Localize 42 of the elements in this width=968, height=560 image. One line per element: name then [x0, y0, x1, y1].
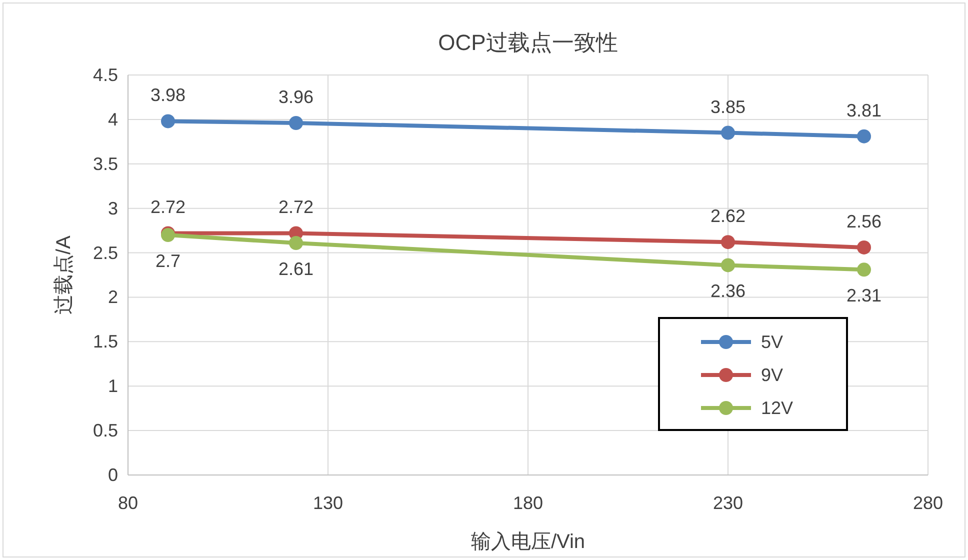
data-label: 2.72	[278, 197, 314, 218]
y-tick-label: 4	[108, 109, 118, 130]
data-label: 2.7	[155, 251, 181, 271]
data-label: 2.62	[710, 206, 746, 226]
y-tick-label: 3.5	[92, 154, 118, 174]
data-label: 2.61	[278, 259, 314, 279]
y-tick-label: 0	[108, 465, 118, 485]
y-tick-label: 3	[108, 198, 118, 218]
y-tick-label: 4.5	[92, 65, 118, 85]
data-label: 3.96	[278, 87, 314, 107]
x-tick-label: 180	[512, 493, 544, 513]
y-tick-label: 1	[108, 376, 118, 396]
y-tick-label: 2	[108, 287, 118, 308]
point	[857, 129, 871, 144]
x-axis-title: 输入电压/Vin	[470, 531, 586, 553]
legend-label: 12V	[761, 398, 794, 418]
data-label: 3.85	[710, 96, 746, 117]
x-tick-label: 280	[912, 493, 944, 513]
data-label: 2.31	[846, 286, 882, 306]
point	[161, 114, 175, 128]
point	[857, 240, 871, 254]
point	[721, 258, 735, 272]
x-tick-label: 130	[312, 493, 344, 513]
data-label: 3.81	[846, 100, 882, 120]
x-tick-label: 230	[712, 493, 744, 513]
point	[289, 236, 303, 250]
y-axis-title: 过载点/A	[53, 234, 75, 314]
legend-label: 5V	[761, 332, 784, 352]
y-tick-label: 1.5	[92, 332, 118, 352]
chart-title: OCP过载点一致性	[438, 30, 618, 55]
point	[721, 126, 735, 140]
point	[857, 262, 871, 277]
data-label: 2.36	[710, 281, 746, 302]
data-label: 3.98	[150, 85, 186, 106]
legend-label: 9V	[761, 365, 784, 385]
y-tick-label: 2.5	[92, 242, 118, 263]
y-tick-label: 0.5	[92, 420, 118, 441]
x-tick-label: 80	[118, 493, 138, 513]
data-label: 2.72	[150, 197, 186, 218]
point	[721, 235, 735, 250]
point	[289, 116, 303, 130]
data-label: 2.56	[846, 211, 882, 232]
